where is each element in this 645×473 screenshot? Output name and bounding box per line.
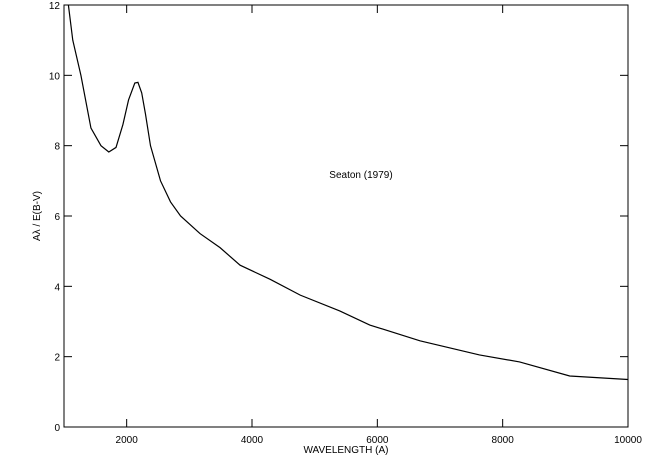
y-axis-label: Aλ / E(B-V)	[32, 191, 43, 241]
x-tick-label: 8000	[492, 435, 515, 446]
x-axis-label: WAVELENGTH (A)	[303, 445, 388, 456]
x-tick-label: 6000	[366, 435, 389, 446]
y-tick-label: 8	[54, 142, 60, 153]
extinction-curve	[67, 4, 629, 381]
x-tick-label: 10000	[614, 435, 642, 446]
x-tick-label: 4000	[241, 435, 264, 446]
y-tick-label: 2	[54, 353, 60, 364]
plot-frame	[63, 4, 629, 428]
y-tick-label: 0	[54, 423, 60, 434]
y-tick-label: 10	[49, 71, 61, 82]
y-tick-label: 4	[54, 282, 60, 293]
y-tick-label: 6	[54, 212, 60, 223]
y-tick-label: 12	[49, 1, 61, 12]
annotation: Seaton (1979)	[329, 170, 392, 181]
x-tick-label: 2000	[116, 435, 139, 446]
